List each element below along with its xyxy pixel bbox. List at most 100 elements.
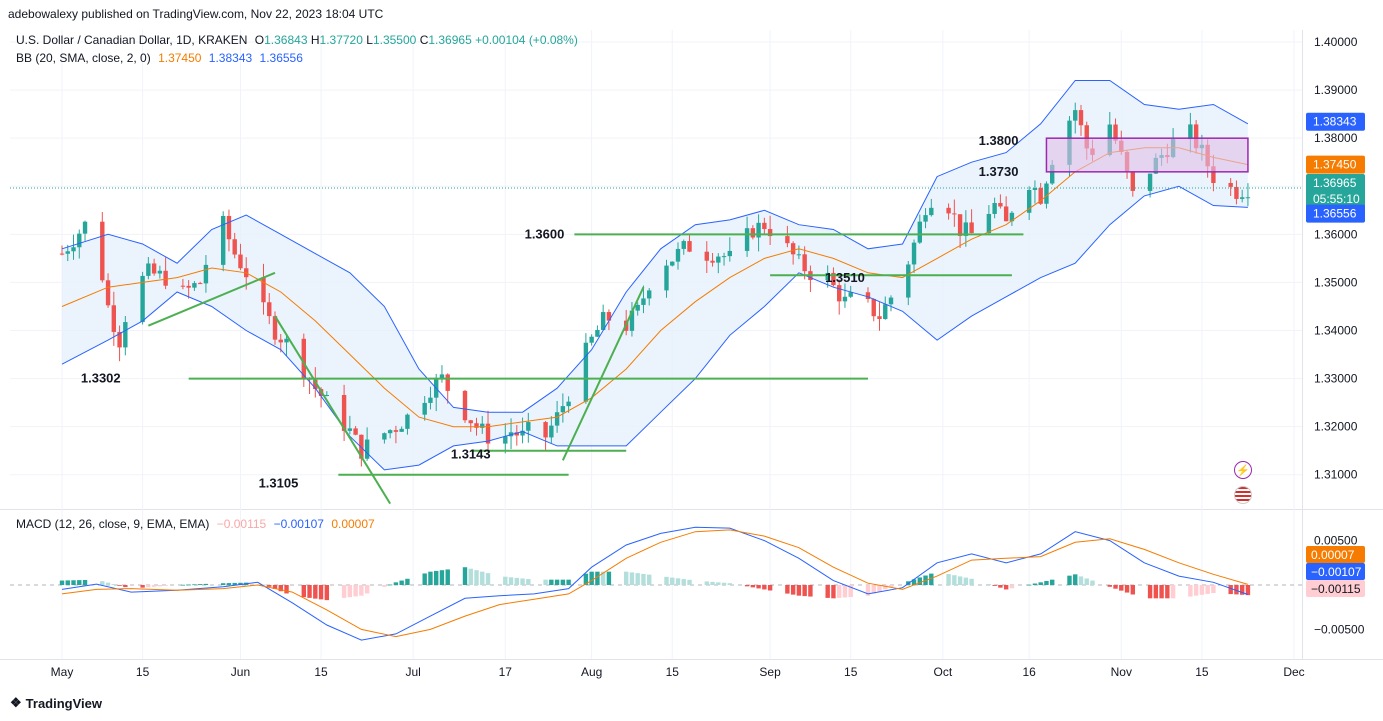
macd-histogram-bar <box>1073 574 1078 585</box>
candle-body <box>485 423 491 444</box>
us-flag-icon[interactable] <box>1234 486 1252 504</box>
macd-histogram-bar <box>514 577 520 585</box>
candle-body <box>675 248 681 262</box>
candle-body <box>428 397 433 403</box>
macd-histogram-bar <box>341 585 347 598</box>
candle-body <box>848 292 853 297</box>
macd-histogram-bar <box>1211 585 1216 593</box>
macd-histogram-bar <box>324 585 330 601</box>
candle-body <box>65 251 70 254</box>
candle-body <box>796 254 802 256</box>
macd-histogram-bar <box>675 578 681 585</box>
candle-body <box>641 298 646 305</box>
macd-histogram-bar <box>1038 582 1043 585</box>
candle-body <box>1038 188 1043 204</box>
candle-body <box>1050 164 1055 184</box>
macd-histogram-bar <box>952 575 957 585</box>
candle-body <box>445 374 450 391</box>
candle-body <box>836 285 842 302</box>
macd-histogram-bar <box>65 580 70 585</box>
price-axis-tick: 1.39000 <box>1314 83 1358 97</box>
macd-histogram-bar <box>1026 584 1032 586</box>
macd-histogram-bar <box>1205 585 1210 594</box>
macd-histogram-bar <box>151 585 157 587</box>
candle-body <box>1026 189 1032 213</box>
time-axis-tick: 15 <box>1195 665 1209 679</box>
tradingview-brand[interactable]: TradingView <box>25 695 102 711</box>
trendline <box>147 271 276 327</box>
macd-histogram-bar <box>888 585 894 588</box>
price-tag <box>1306 173 1365 208</box>
tradingview-logo-icon: ❖ <box>10 695 22 710</box>
macd-histogram-bar <box>641 573 646 585</box>
candle-body <box>82 221 88 234</box>
macd-histogram-bar <box>670 577 675 585</box>
macd-histogram-bar <box>1130 585 1136 595</box>
candle-body <box>100 221 105 281</box>
level-label: 1.3800 <box>979 133 1019 148</box>
candle-body <box>560 406 566 413</box>
low-value: 1.35500 <box>372 33 417 47</box>
candle-body <box>180 285 186 287</box>
macd-histogram-bar <box>462 567 468 585</box>
candle-body <box>186 285 191 288</box>
macd-axis-tick: 0.00500 <box>1314 534 1358 548</box>
macd-histogram-bar <box>1032 583 1038 585</box>
candle-body <box>831 272 836 286</box>
macd-histogram-bar <box>468 568 473 585</box>
macd-tag <box>1306 546 1365 563</box>
candle-body <box>468 420 473 424</box>
time-axis-tick: 15 <box>844 665 858 679</box>
macd-histogram-bar <box>721 582 727 585</box>
level-label: 1.3730 <box>979 164 1019 179</box>
macd-histogram-bar <box>77 580 82 585</box>
candle-body <box>105 280 111 306</box>
macd-histogram-bar <box>710 581 715 585</box>
macd-histogram-bar <box>261 584 266 586</box>
macd-histogram-bar <box>986 584 992 585</box>
candle-body <box>946 207 951 214</box>
macd-histogram-bar <box>1153 585 1159 599</box>
candle-body <box>163 270 168 286</box>
candle-body <box>267 302 272 317</box>
candle-body <box>917 221 922 243</box>
macd-histogram-bar <box>439 570 445 585</box>
candle-body <box>549 425 554 438</box>
candle-body <box>439 374 445 379</box>
price-axis-tick: 1.36000 <box>1314 227 1358 241</box>
candle-body <box>324 395 330 397</box>
macd-histogram-bar <box>82 579 88 585</box>
macd-histogram-bar <box>422 573 427 585</box>
candle-body <box>710 260 715 263</box>
time-axis-tick: 17 <box>499 665 513 679</box>
symbol-title[interactable]: U.S. Dollar / Canadian Dollar, 1D, KRAKE… <box>16 33 248 47</box>
macd-histogram-bar <box>1078 576 1084 585</box>
macd-histogram-bar <box>1159 585 1164 599</box>
bb-title[interactable]: BB (20, SMA, close, 2, 0) <box>16 51 151 65</box>
macd-histogram-bar <box>393 582 399 585</box>
macd-histogram-bar <box>1084 578 1089 585</box>
candle-body <box>629 310 635 331</box>
candle-body <box>744 228 750 251</box>
macd-histogram-bar <box>71 580 76 585</box>
macd-title[interactable]: MACD (12, 26, close, 9, EMA, EMA) <box>16 517 210 531</box>
candle-body <box>77 233 82 248</box>
macd-histogram-bar <box>197 584 203 585</box>
candle-body <box>595 329 600 337</box>
candle-body <box>226 215 232 240</box>
candle-body <box>825 272 830 281</box>
candle-body <box>526 422 531 431</box>
macd-histogram-bar <box>583 573 589 585</box>
price-axis-tick: 1.40000 <box>1314 35 1358 49</box>
macd-histogram-bar <box>744 585 750 587</box>
macd-histogram-bar <box>387 584 393 586</box>
candle-body <box>911 242 917 265</box>
bb-legend: BB (20, SMA, close, 2, 0) 1.37450 1.3834… <box>16 51 307 65</box>
lightning-icon[interactable]: ⚡ <box>1234 461 1252 479</box>
candle-body <box>514 432 520 436</box>
macd-histogram-bar <box>1009 585 1015 589</box>
candle-body <box>405 414 410 429</box>
macd-histogram-bar <box>566 579 571 585</box>
macd-histogram-bar <box>1234 585 1239 595</box>
